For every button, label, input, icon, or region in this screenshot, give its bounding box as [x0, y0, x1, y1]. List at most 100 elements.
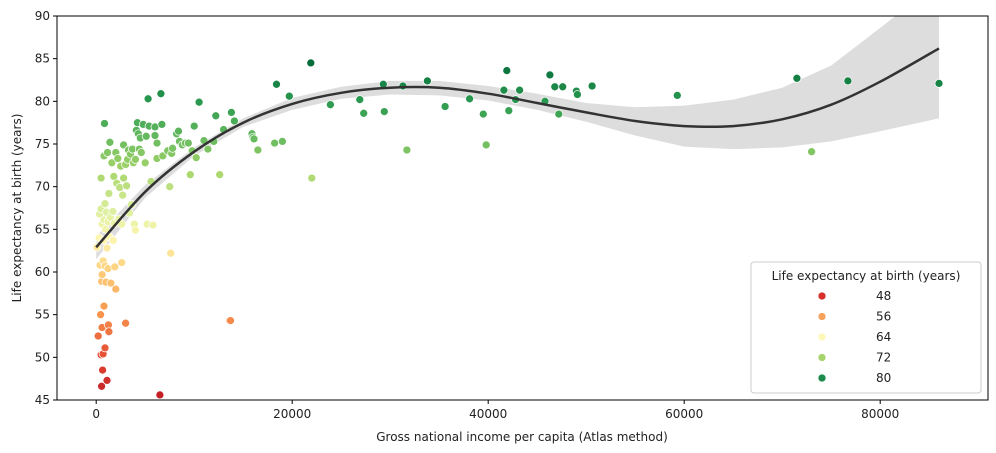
data-point: [122, 181, 131, 191]
data-point: [155, 390, 165, 400]
legend-label: 64: [876, 330, 891, 344]
data-point: [96, 173, 106, 183]
regression-line: [95, 47, 940, 249]
data-point: [306, 58, 316, 68]
data-point: [110, 262, 120, 272]
data-point: [102, 376, 112, 385]
data-point: [253, 145, 263, 155]
data-point: [140, 158, 150, 168]
data-point: [278, 137, 287, 146]
data-point: [131, 155, 140, 164]
y-tick-label: 75: [35, 137, 50, 151]
data-point: [249, 134, 259, 144]
legend-entries: 48 56 64 72 80: [817, 289, 891, 385]
legend-box: [750, 261, 982, 394]
y-axis-ticks: 45 50 55 60 65 70 75 80 85 90: [35, 9, 57, 407]
data-point: [121, 318, 130, 328]
plot-frame: [56, 15, 989, 401]
data-point: [150, 131, 160, 140]
data-point: [104, 327, 114, 337]
data-point: [105, 137, 115, 147]
x-tick-label: 20000: [273, 407, 311, 421]
data-point: [792, 73, 802, 83]
data-point: [272, 79, 281, 89]
data-point: [106, 278, 116, 288]
data-point: [558, 82, 568, 92]
data-point: [587, 81, 597, 91]
legend-marker: [817, 332, 827, 342]
data-point: [97, 381, 106, 391]
data-point: [554, 109, 564, 119]
y-tick-label: 65: [35, 222, 50, 236]
data-point: [168, 143, 177, 153]
data-point: [504, 106, 514, 116]
data-point: [93, 331, 103, 341]
data-point: [157, 120, 167, 129]
data-point: [545, 70, 555, 80]
data-point: [111, 284, 121, 294]
data-point: [100, 119, 109, 128]
data-point: [143, 94, 153, 104]
data-point: [156, 89, 166, 99]
data-point: [119, 173, 128, 183]
confidence-band-layer: [96, 16, 939, 260]
data-point: [117, 219, 127, 229]
data-point: [117, 258, 127, 267]
y-tick-label: 60: [35, 265, 50, 279]
y-tick-label: 85: [35, 52, 50, 66]
data-point: [481, 140, 491, 150]
data-point: [136, 148, 146, 157]
y-tick-label: 55: [35, 308, 50, 322]
legend-marker: [817, 373, 827, 383]
y-tick-label: 50: [35, 350, 50, 364]
data-point: [104, 189, 114, 198]
x-tick-label: 40000: [469, 407, 507, 421]
legend-label: 72: [876, 351, 891, 365]
data-point: [230, 116, 239, 126]
x-axis-label: Gross national income per capita (Atlas …: [376, 430, 668, 444]
data-point: [131, 225, 140, 235]
legend-marker: [817, 291, 827, 301]
data-point: [102, 243, 112, 253]
legend: Life expectancy at birth (years) 48 56 64 7…: [750, 261, 982, 394]
data-point: [672, 91, 682, 100]
regression-line-layer: [95, 47, 940, 249]
y-tick-label: 45: [35, 393, 50, 407]
data-point: [113, 154, 123, 163]
data-point: [499, 85, 509, 95]
points-layer: [92, 58, 944, 400]
data-point: [118, 190, 128, 200]
data-point: [107, 158, 117, 168]
data-point: [97, 270, 107, 279]
data-point: [194, 97, 204, 107]
data-point: [423, 76, 432, 86]
confidence-band: [96, 16, 939, 260]
x-tick-label: 60000: [665, 407, 703, 421]
data-point: [355, 95, 365, 104]
data-point: [934, 79, 944, 88]
data-point: [98, 365, 107, 375]
data-point: [174, 126, 183, 136]
data-point: [100, 199, 110, 209]
legend-marker: [817, 312, 827, 321]
data-point: [307, 173, 317, 183]
x-axis-ticks: 0 20000 40000 60000 80000: [92, 400, 899, 421]
data-point: [478, 109, 488, 119]
data-point: [515, 85, 524, 95]
legend-title: Life expectancy at birth (years): [772, 269, 961, 283]
data-point: [226, 316, 235, 325]
data-point: [108, 236, 118, 245]
y-axis-label: Life expectancy at birth (years): [10, 114, 24, 303]
data-point: [402, 145, 412, 155]
data-point: [141, 131, 151, 141]
data-point: [152, 138, 162, 148]
data-point: [379, 107, 389, 116]
data-point: [101, 224, 110, 234]
data-point: [326, 100, 335, 110]
data-point: [211, 111, 221, 121]
data-point: [165, 182, 175, 192]
legend-marker: [817, 353, 827, 362]
data-point: [807, 147, 816, 157]
data-point: [359, 108, 369, 118]
data-point: [550, 82, 560, 92]
